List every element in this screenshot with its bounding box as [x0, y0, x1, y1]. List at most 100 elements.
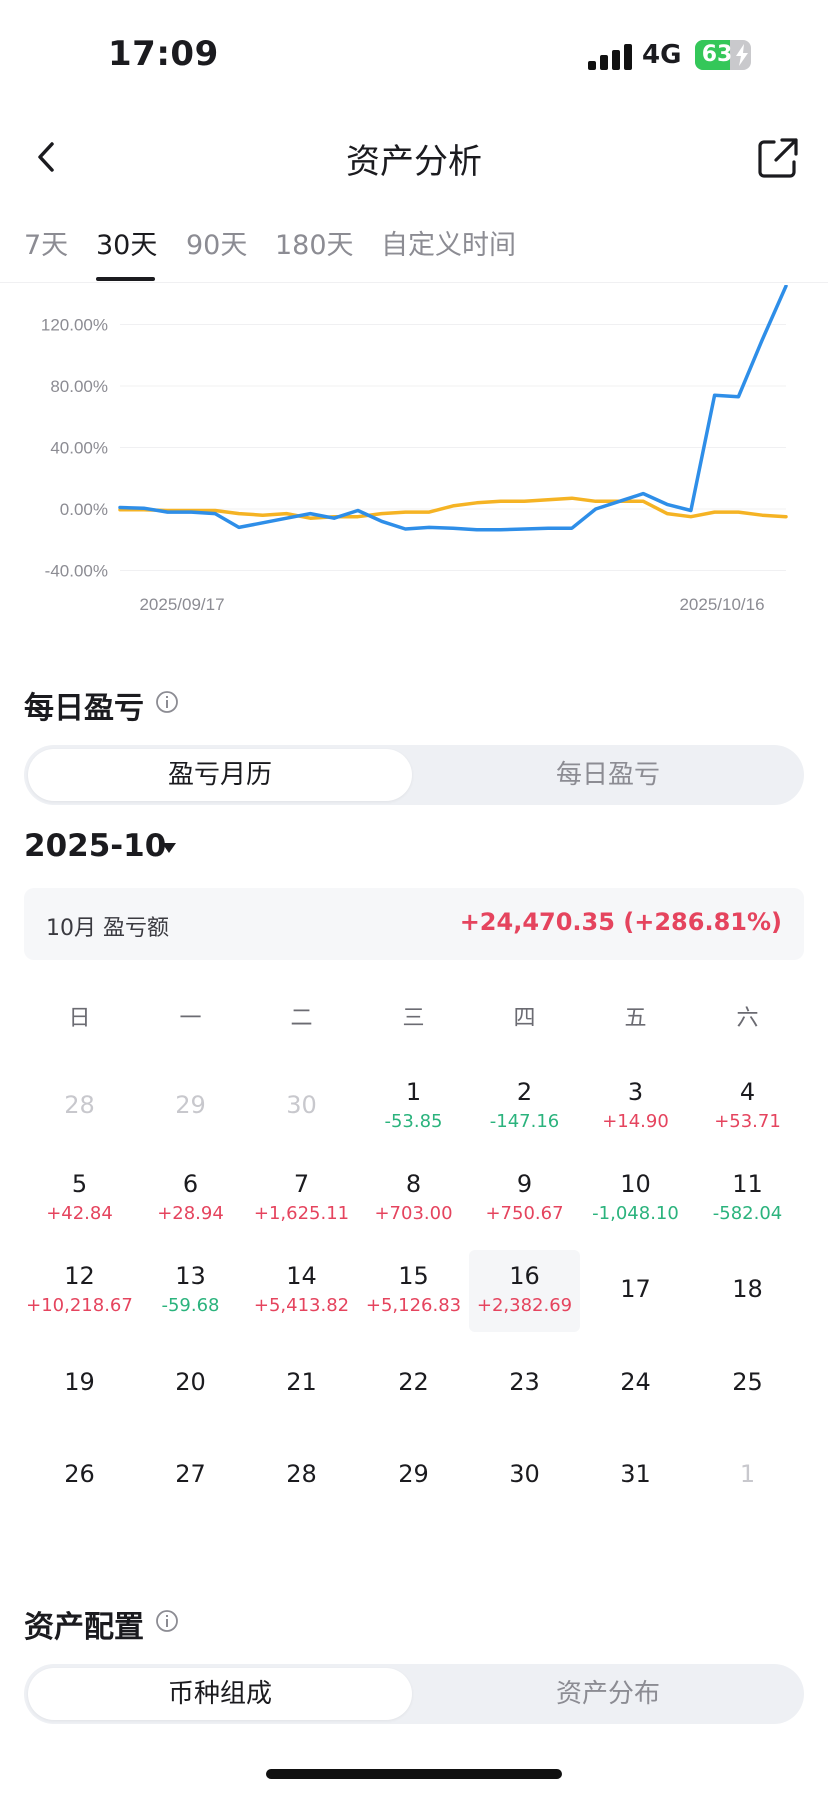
calendar-day-cell[interactable]: 3 +14.90: [580, 1066, 691, 1148]
calendar-day-number: 29: [175, 1091, 206, 1119]
calendar-day-cell[interactable]: 4 +53.71: [692, 1066, 803, 1148]
calendar-day-cell[interactable]: 25: [692, 1343, 803, 1425]
tab-indicator: [96, 277, 155, 281]
calendar-day-cell[interactable]: 7 +1,625.11: [246, 1158, 357, 1240]
weekday-header: 日 一 二 三 四 五 六: [24, 1000, 804, 1034]
calendar-day-cell[interactable]: 1: [692, 1435, 803, 1517]
calendar-day-number: 10: [620, 1170, 651, 1198]
calendar-day-number: 24: [620, 1368, 651, 1396]
calendar-day-pnl: +1,625.11: [253, 1203, 350, 1224]
calendar-day-pnl: -582.04: [712, 1203, 783, 1224]
y-tick-label: 120.00%: [41, 316, 108, 335]
allocation-view-toggle: 币种组成 资产分布: [24, 1664, 804, 1724]
y-tick-label: -40.00%: [45, 562, 108, 581]
calendar-day-number: 12: [64, 1262, 95, 1290]
calendar-day-cell[interactable]: 23: [469, 1343, 580, 1425]
return-line-chart[interactable]: 120.00% 80.00% 40.00% 0.00% -40.00% 2025/09/…: [0, 285, 828, 625]
calendar-day-number: 25: [732, 1368, 763, 1396]
calendar-day-cell[interactable]: 28: [24, 1066, 135, 1148]
y-tick-label: 80.00%: [50, 377, 108, 396]
calendar-day-cell[interactable]: 24: [580, 1343, 691, 1425]
calendar-day-cell[interactable]: 14 +5,413.82: [246, 1250, 357, 1332]
calendar-day-number: 18: [732, 1275, 763, 1303]
calendar-day-cell[interactable]: 8 +703.00: [358, 1158, 469, 1240]
calendar-day-pnl: +42.84: [46, 1203, 113, 1224]
calendar-day-cell[interactable]: 29: [358, 1435, 469, 1517]
daily-pnl-toggle[interactable]: 每日盈亏: [555, 760, 660, 790]
calendar-day-pnl: +5,126.83: [365, 1295, 462, 1316]
calendar-day-cell[interactable]: 19: [24, 1343, 135, 1425]
battery-icon: 63: [695, 40, 755, 70]
home-indicator: [266, 1769, 562, 1779]
pnl-calendar-toggle[interactable]: 盈亏月历: [28, 749, 412, 801]
back-arrow-icon[interactable]: [22, 132, 72, 182]
calendar-day-cell[interactable]: 9 +750.67: [469, 1158, 580, 1240]
y-tick-label: 40.00%: [50, 439, 108, 458]
info-icon[interactable]: [155, 1609, 179, 1633]
share-icon[interactable]: [756, 136, 800, 180]
calendar-day-cell[interactable]: 5 +42.84: [24, 1158, 135, 1240]
calendar-day-cell[interactable]: 26: [24, 1435, 135, 1517]
signal-icon: [588, 44, 632, 70]
calendar-day-cell[interactable]: 10 -1,048.10: [580, 1158, 691, 1240]
asset-distribution-toggle[interactable]: 资产分布: [555, 1679, 660, 1709]
calendar-day-cell[interactable]: 13 -59.68: [135, 1250, 246, 1332]
calendar-day-cell[interactable]: 22: [358, 1343, 469, 1425]
calendar-day-number: 5: [71, 1170, 88, 1198]
status-time: 17:09: [108, 34, 219, 74]
currency-composition-toggle[interactable]: 币种组成: [28, 1668, 412, 1720]
weekday-label: 五: [624, 1006, 647, 1031]
chart-series-line-blue: [118, 285, 788, 532]
calendar-day-pnl: +28.94: [157, 1203, 224, 1224]
calendar-day-number: 20: [175, 1368, 206, 1396]
calendar-day-cell[interactable]: 31: [580, 1435, 691, 1517]
period-tabs: 7天 30天 90天 180天 自定义时间: [0, 215, 828, 283]
calendar-day-cell[interactable]: 30: [469, 1435, 580, 1517]
weekday-label: 一: [179, 1006, 202, 1031]
calendar-day-number: 30: [286, 1091, 317, 1119]
calendar-day-pnl: +750.67: [485, 1203, 564, 1224]
weekday-label: 日: [68, 1006, 91, 1031]
calendar-day-cell[interactable]: 28: [246, 1435, 357, 1517]
x-axis-start-label: 2025/09/17: [139, 595, 224, 614]
asset-allocation-title: 资产配置: [24, 1610, 144, 1645]
month-selector[interactable]: 2025-10: [24, 828, 176, 872]
calendar-day-number: 8: [405, 1170, 422, 1198]
calendar-day-cell[interactable]: 18: [692, 1250, 803, 1332]
calendar-day-cell[interactable]: 21: [246, 1343, 357, 1425]
tab-custom-time[interactable]: 自定义时间: [381, 230, 516, 261]
calendar-day-cell[interactable]: 17: [580, 1250, 691, 1332]
calendar-day-cell[interactable]: 30: [246, 1066, 357, 1148]
tab-90d[interactable]: 90天: [186, 230, 248, 261]
calendar-day-number: 1: [405, 1078, 422, 1106]
chart-grid: [120, 324, 786, 571]
calendar-day-cell[interactable]: 11 -582.04: [692, 1158, 803, 1240]
calendar-day-cell[interactable]: 2 -147.16: [469, 1066, 580, 1148]
tab-7d[interactable]: 7天: [24, 230, 69, 261]
chart-series-line-yellow: [118, 496, 788, 520]
calendar-day-cell[interactable]: 1 -53.85: [358, 1066, 469, 1148]
info-icon[interactable]: [155, 690, 179, 714]
month-summary-label: 10月 盈亏额: [46, 916, 169, 941]
calendar-day-cell[interactable]: 29: [135, 1066, 246, 1148]
calendar-day-number: 11: [732, 1170, 763, 1198]
calendar-day-cell[interactable]: 6 +28.94: [135, 1158, 246, 1240]
calendar-day-cell[interactable]: 27: [135, 1435, 246, 1517]
caret-down-icon: [162, 843, 176, 853]
calendar-day-cell[interactable]: 20: [135, 1343, 246, 1425]
tab-30d[interactable]: 30天: [96, 230, 158, 261]
month-label: 2025-10: [24, 828, 167, 864]
calendar-day-cell[interactable]: 16 +2,382.69: [469, 1250, 580, 1332]
calendar-day-number: 4: [739, 1078, 756, 1106]
calendar-day-number: 2: [516, 1078, 533, 1106]
tab-180d[interactable]: 180天: [275, 230, 354, 261]
calendar-day-pnl: +14.90: [602, 1111, 669, 1132]
weekday-label: 二: [290, 1006, 313, 1031]
calendar-day-pnl: +703.00: [374, 1203, 453, 1224]
calendar-day-cell[interactable]: 12 +10,218.67: [24, 1250, 135, 1332]
calendar-day-number: 1: [739, 1460, 756, 1488]
calendar-day-pnl: -53.85: [384, 1111, 443, 1132]
page-title: 资产分析: [346, 142, 482, 182]
x-axis-end-label: 2025/10/16: [679, 595, 764, 614]
calendar-day-cell[interactable]: 15 +5,126.83: [358, 1250, 469, 1332]
